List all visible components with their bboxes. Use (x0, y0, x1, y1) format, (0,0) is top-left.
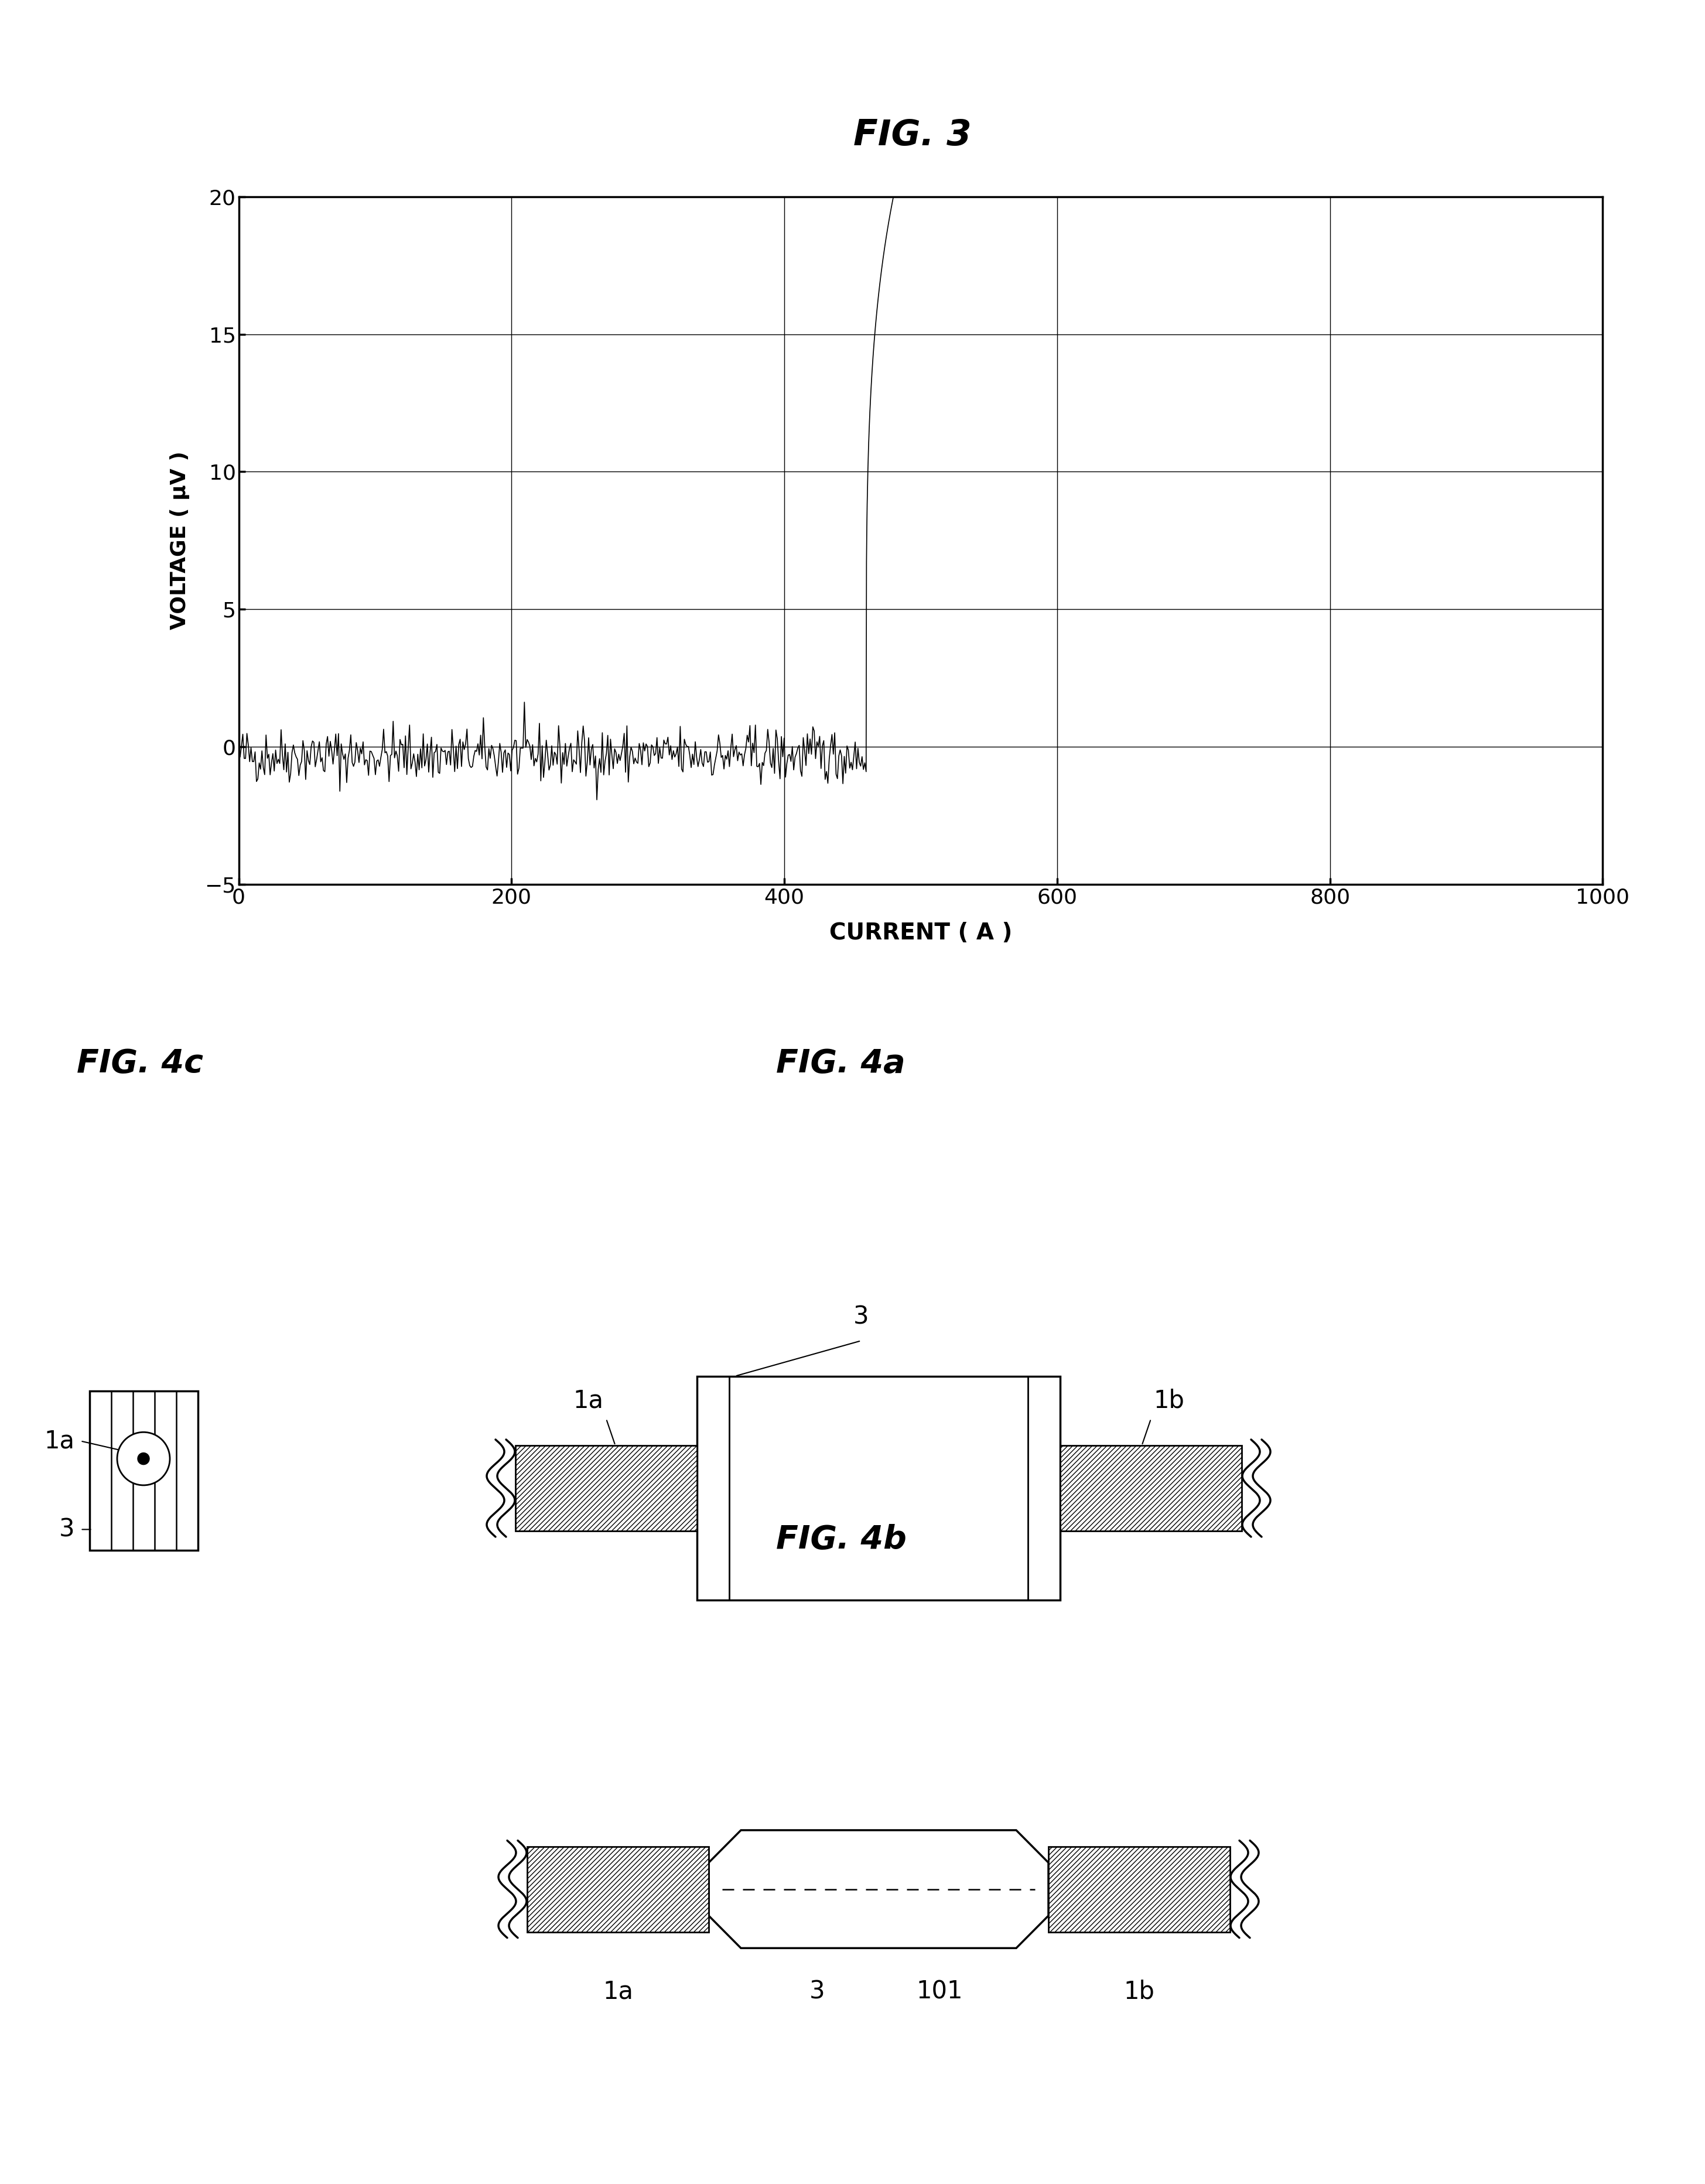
Text: 1b: 1b (1124, 1979, 1154, 2003)
Bar (1049, 1845, 1229, 1933)
Text: FIG. 4b: FIG. 4b (776, 1524, 907, 1555)
Circle shape (118, 1433, 171, 1485)
Bar (89, 1391, 198, 1551)
Text: 3: 3 (853, 1304, 870, 1328)
Y-axis label: VOLTAGE ( μV ): VOLTAGE ( μV ) (171, 452, 189, 629)
Text: FIG. 4a: FIG. 4a (776, 1048, 905, 1079)
Text: FIG. 4c: FIG. 4c (77, 1048, 203, 1079)
Polygon shape (709, 1830, 1049, 1948)
Text: 1a: 1a (44, 1428, 75, 1452)
Text: 1a: 1a (573, 1389, 604, 1413)
Circle shape (138, 1452, 150, 1465)
Text: 3: 3 (810, 1979, 825, 2003)
Bar (697, 1376, 1061, 1601)
Text: FIG. 3: FIG. 3 (853, 118, 972, 153)
Bar (527, 1845, 709, 1933)
Text: 1a: 1a (602, 1979, 633, 2003)
Bar (515, 1446, 697, 1531)
X-axis label: CURRENT ( A ): CURRENT ( A ) (829, 922, 1013, 943)
Text: 1b: 1b (1154, 1389, 1185, 1413)
Text: 3: 3 (60, 1518, 75, 1542)
Text: 101: 101 (916, 1979, 963, 2003)
Bar (1061, 1446, 1241, 1531)
